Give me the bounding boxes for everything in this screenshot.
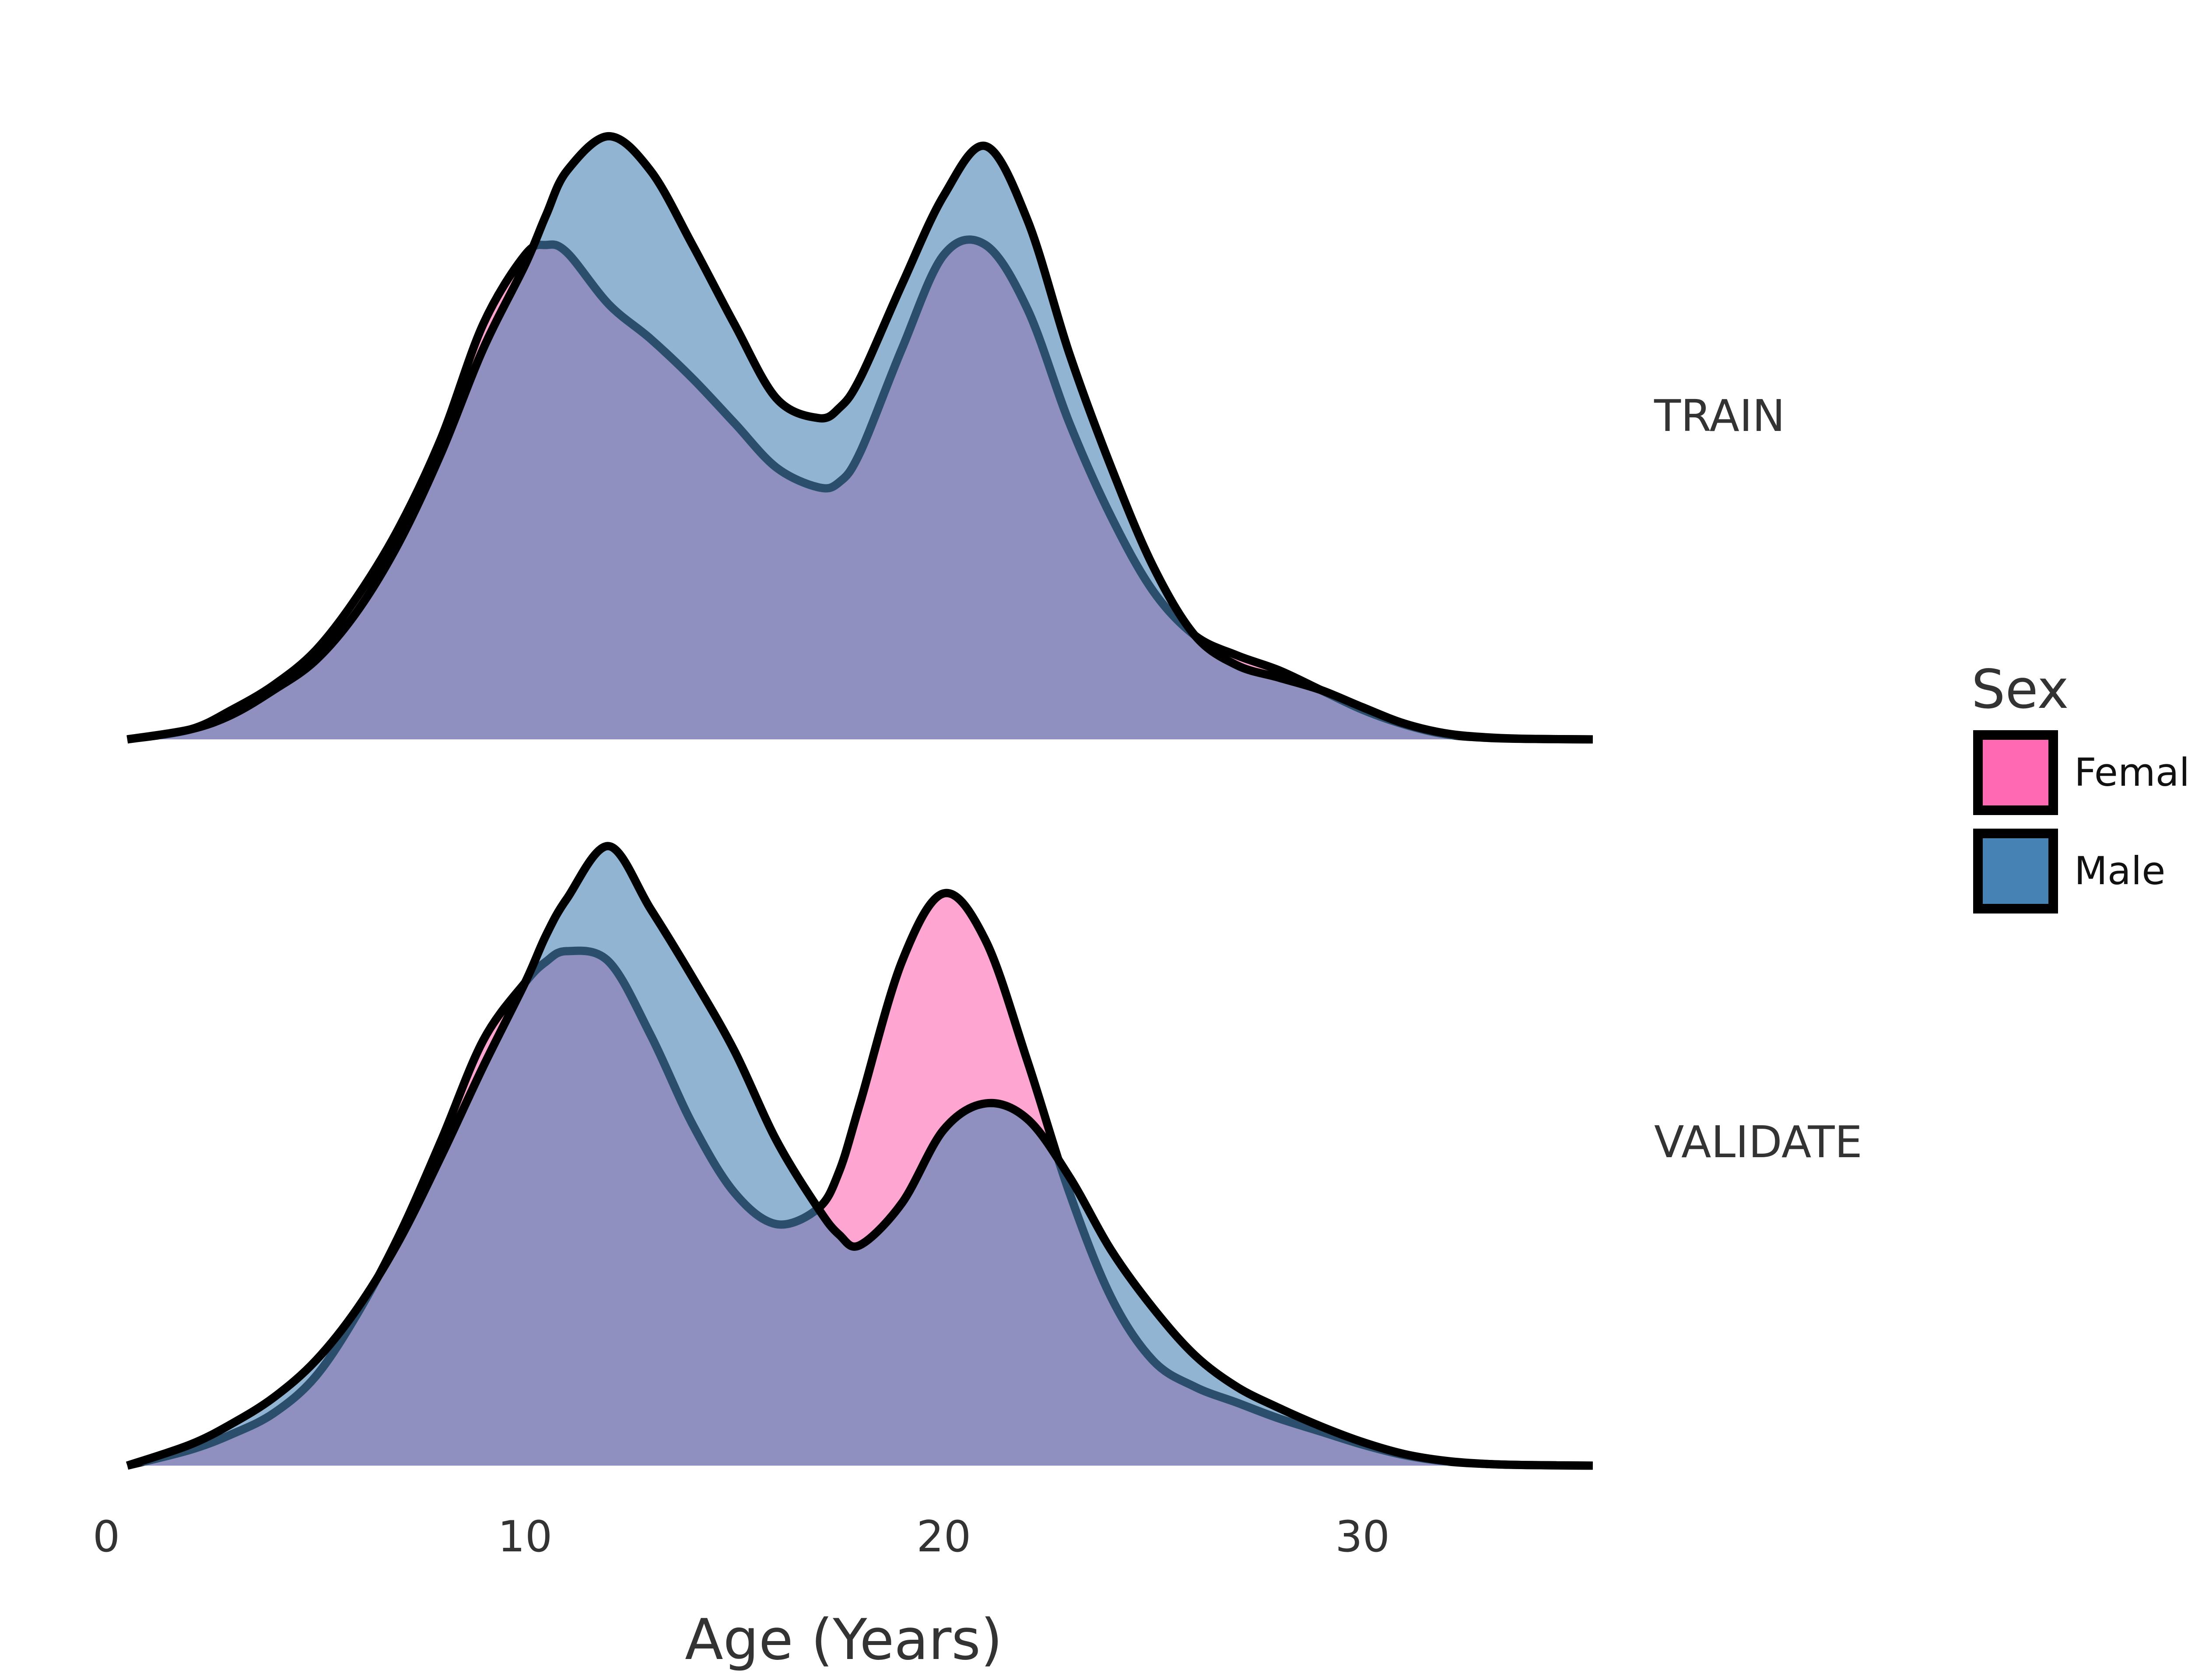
x-tick-label: 20 bbox=[916, 1512, 971, 1562]
strip-label-validate: VALIDATE bbox=[1654, 1116, 1862, 1168]
x-tick-label: 10 bbox=[498, 1512, 553, 1562]
legend-label-female: Female bbox=[2074, 750, 2188, 795]
strip-label-train: TRAIN bbox=[1654, 390, 1785, 441]
density-area-train-male bbox=[127, 136, 1593, 739]
density-outline-validate-male bbox=[126, 842, 1593, 1470]
x-tick-label: 0 bbox=[93, 1512, 120, 1562]
density-area-validate-male bbox=[127, 846, 1593, 1466]
x-tick-label: 30 bbox=[1335, 1512, 1390, 1562]
legend-label-male: Male bbox=[2074, 848, 2165, 893]
panels: TRAIN VALIDATE bbox=[126, 132, 1862, 1470]
panel-train: TRAIN bbox=[126, 132, 1785, 744]
x-axis: 0 10 20 30 bbox=[93, 1512, 1390, 1562]
legend-swatch-male bbox=[1973, 829, 2058, 914]
panel-validate: VALIDATE bbox=[126, 842, 1862, 1470]
legend-title: Sex bbox=[1971, 658, 2069, 721]
density-outline-train-male bbox=[126, 132, 1593, 744]
legend: Sex Female Male bbox=[1971, 658, 2188, 914]
x-axis-title: Age (Years) bbox=[685, 1607, 1003, 1673]
legend-swatch-female bbox=[1973, 730, 2058, 815]
